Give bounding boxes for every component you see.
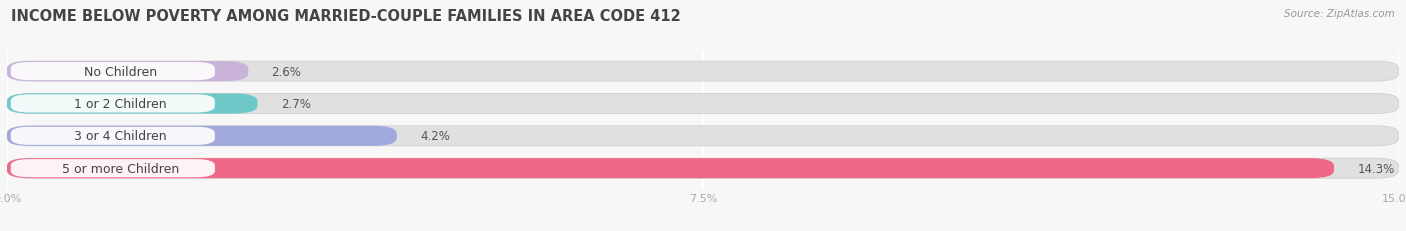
Text: No Children: No Children — [84, 65, 157, 78]
Text: 2.7%: 2.7% — [281, 97, 311, 110]
FancyBboxPatch shape — [7, 158, 1399, 179]
FancyBboxPatch shape — [7, 126, 1399, 146]
FancyBboxPatch shape — [7, 94, 257, 114]
FancyBboxPatch shape — [11, 127, 215, 145]
FancyBboxPatch shape — [7, 126, 396, 146]
Text: 5 or more Children: 5 or more Children — [62, 162, 179, 175]
Text: 3 or 4 Children: 3 or 4 Children — [75, 130, 166, 143]
FancyBboxPatch shape — [11, 95, 215, 113]
FancyBboxPatch shape — [7, 94, 1399, 114]
Text: 2.6%: 2.6% — [271, 65, 301, 78]
Text: 4.2%: 4.2% — [420, 130, 450, 143]
FancyBboxPatch shape — [11, 63, 215, 81]
FancyBboxPatch shape — [7, 62, 1399, 82]
Text: INCOME BELOW POVERTY AMONG MARRIED-COUPLE FAMILIES IN AREA CODE 412: INCOME BELOW POVERTY AMONG MARRIED-COUPL… — [11, 9, 681, 24]
FancyBboxPatch shape — [11, 159, 215, 177]
Text: 14.3%: 14.3% — [1357, 162, 1395, 175]
FancyBboxPatch shape — [7, 158, 1334, 179]
Text: Source: ZipAtlas.com: Source: ZipAtlas.com — [1284, 9, 1395, 19]
Text: 1 or 2 Children: 1 or 2 Children — [75, 97, 166, 110]
FancyBboxPatch shape — [7, 62, 249, 82]
